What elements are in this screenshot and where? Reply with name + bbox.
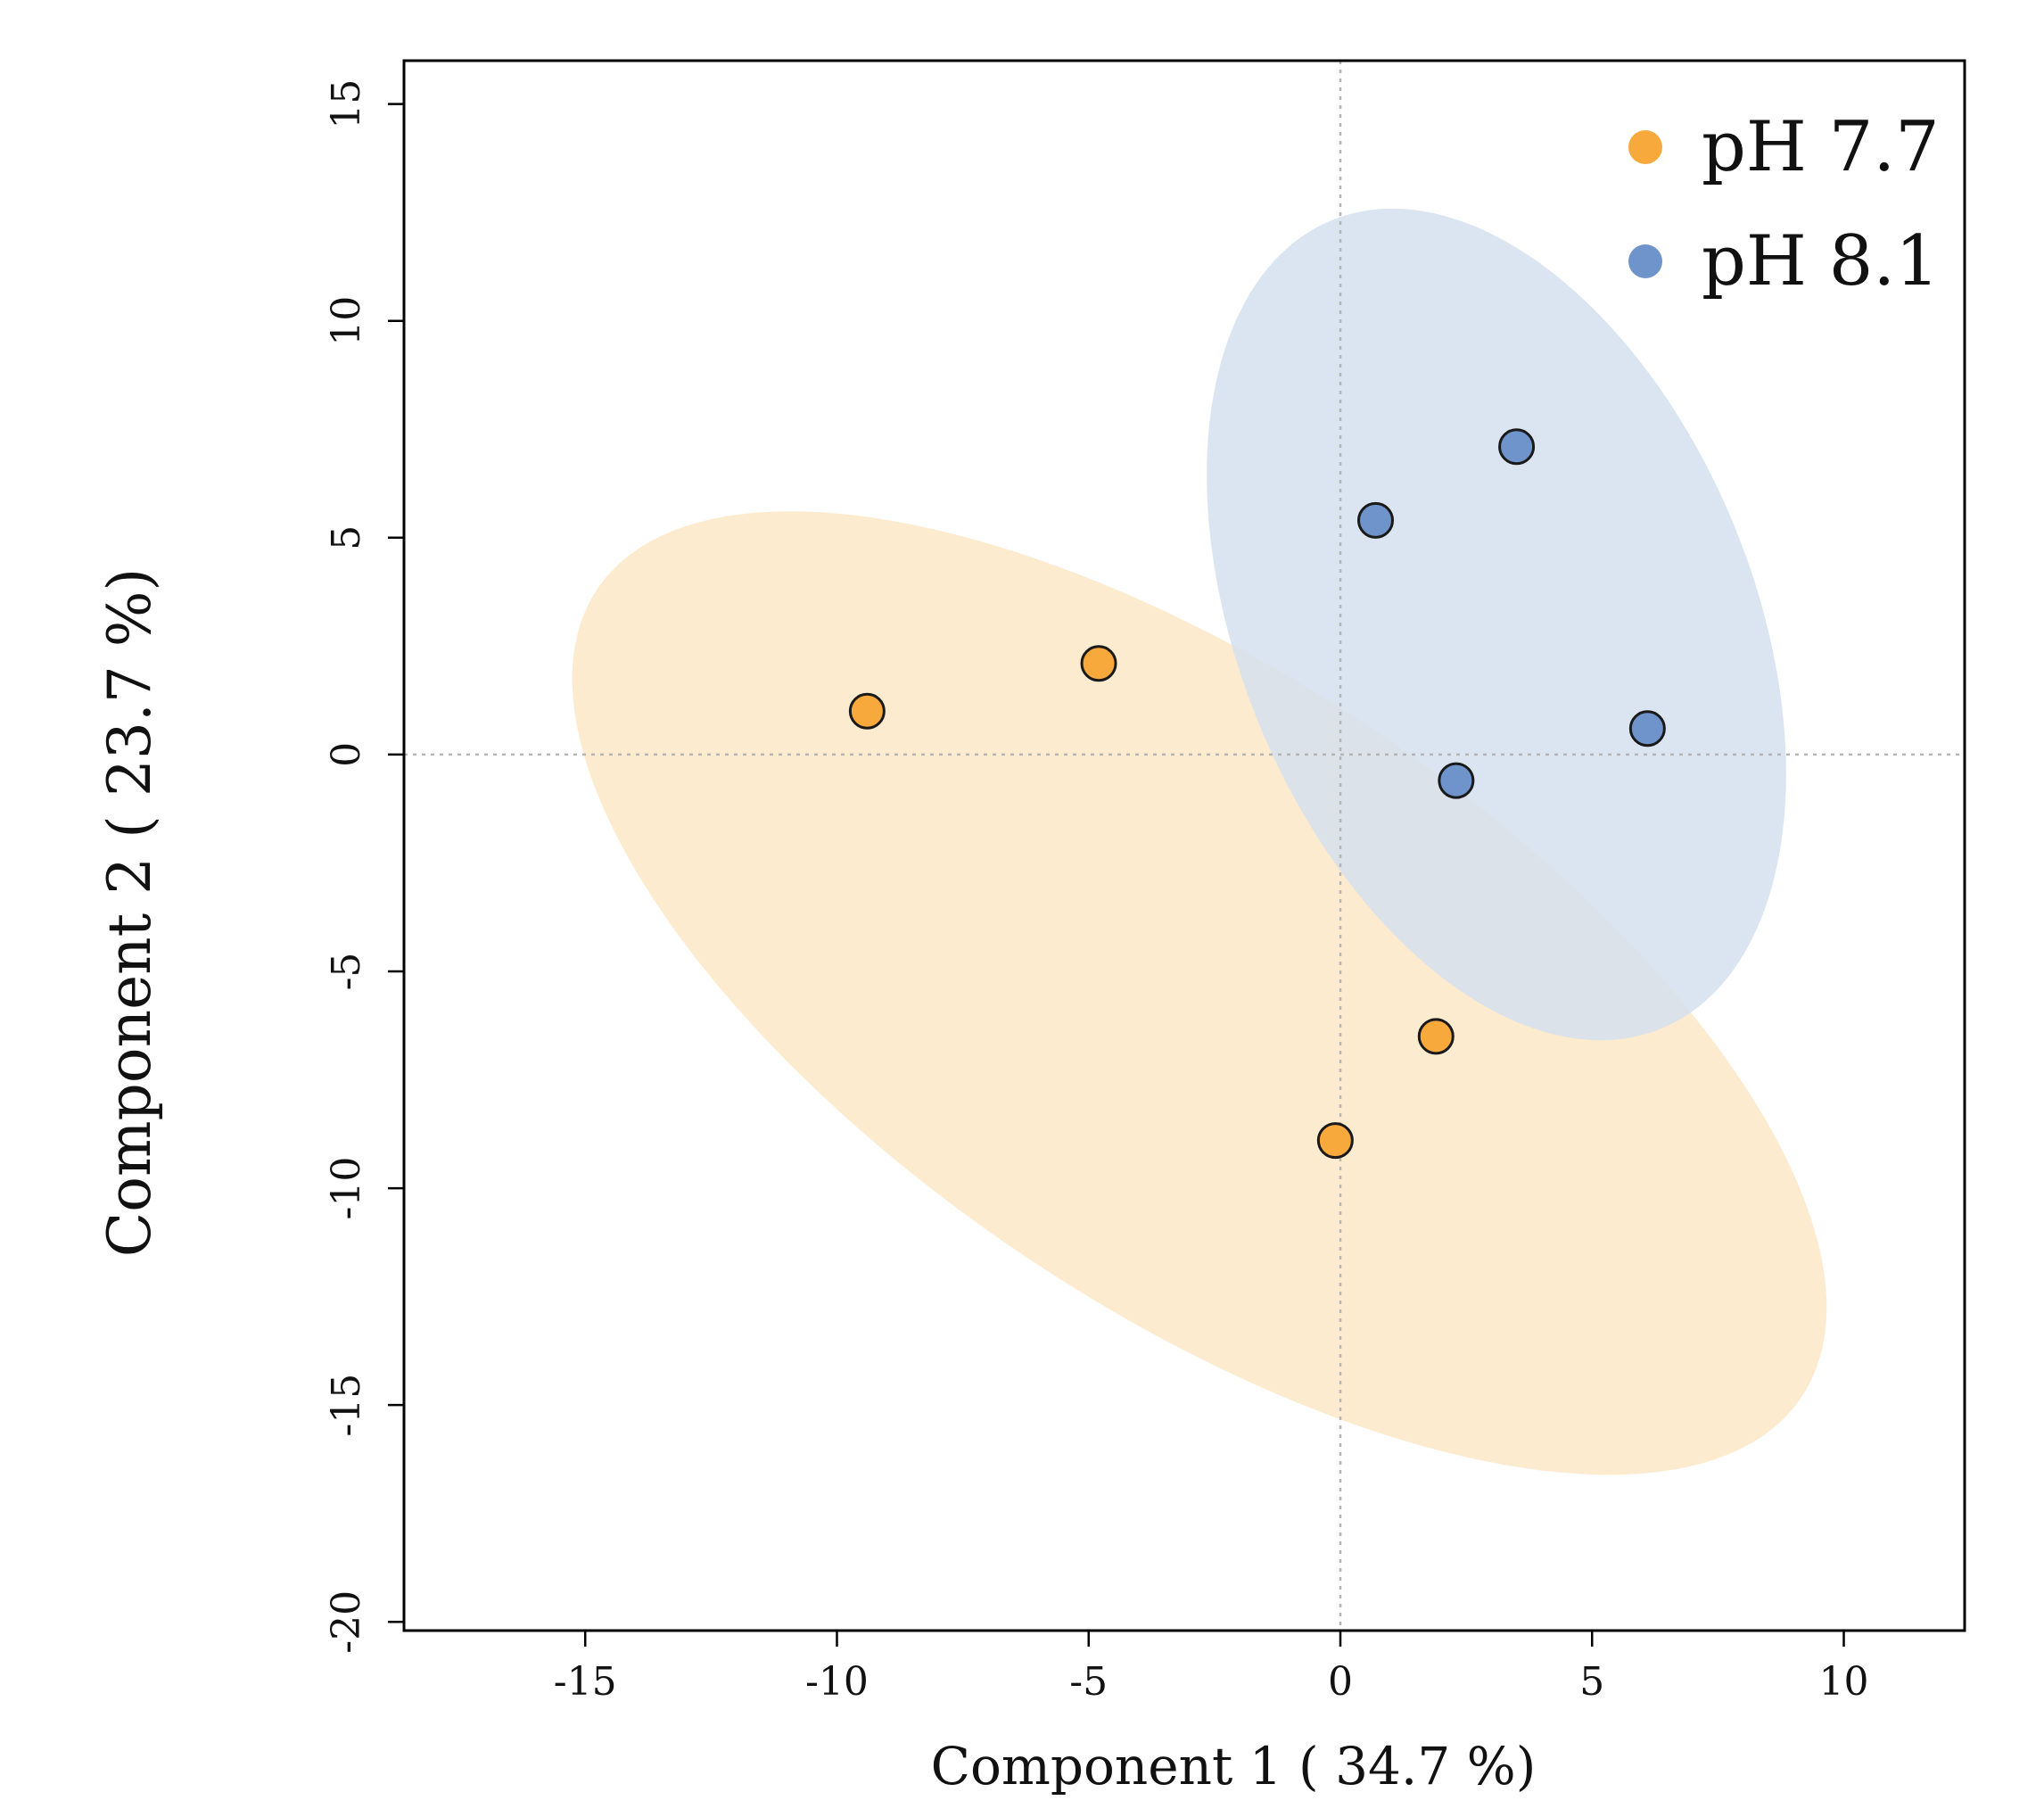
x-tick-label: 5	[1579, 1659, 1604, 1705]
data-point-ph-8-1	[1628, 710, 1666, 747]
x-tick-label: -10	[805, 1659, 869, 1705]
confidence-ellipse-ph-8-1	[1207, 208, 1786, 1041]
y-tick-label: -20	[324, 1590, 369, 1654]
data-points	[848, 428, 1666, 1160]
y-tick-label: -15	[324, 1374, 369, 1437]
x-tick-label: -15	[554, 1659, 617, 1705]
legend-label-ph-7-7: pH 7.7	[1702, 107, 1940, 187]
y-tick-label: -5	[324, 953, 369, 991]
legend-marker-ph-8-1	[1628, 244, 1662, 278]
data-point-ph-8-1	[1357, 501, 1395, 539]
data-point-ph-8-1	[1498, 428, 1536, 466]
data-point-ph-8-1	[1438, 762, 1475, 799]
legend-label-ph-8-1: pH 8.1	[1702, 221, 1940, 301]
axis-ticks: -15 -10 -5 0 5 10 -20 -15 -10 -5 0 5 10 15	[324, 79, 1869, 1705]
data-point-ph-7-7	[1316, 1122, 1354, 1160]
data-point-ph-7-7	[1080, 645, 1117, 682]
legend: pH 7.7 pH 8.1	[1628, 107, 1940, 301]
confidence-ellipse-ph-7-7	[572, 511, 1827, 1475]
data-point-ph-7-7	[848, 692, 886, 730]
x-tick-label: -5	[1069, 1659, 1108, 1705]
confidence-ellipses	[572, 208, 1827, 1475]
x-tick-label: 0	[1328, 1659, 1353, 1705]
legend-marker-ph-7-7	[1628, 130, 1662, 164]
reference-lines	[404, 61, 1965, 1631]
y-tick-label: 5	[324, 525, 369, 550]
y-tick-label: 10	[324, 296, 369, 346]
x-tick-label: 10	[1819, 1659, 1869, 1705]
plot-frame	[402, 59, 1966, 1632]
y-tick-label: 15	[324, 79, 369, 129]
y-tick-label: 0	[324, 742, 369, 767]
x-axis-title: Component 1 ( 34.7 %)	[931, 1736, 1537, 1796]
y-tick-label: -10	[324, 1157, 369, 1220]
y-axis-title: Component 2 ( 23.7 %)	[95, 568, 164, 1257]
data-point-ph-7-7	[1417, 1018, 1455, 1055]
